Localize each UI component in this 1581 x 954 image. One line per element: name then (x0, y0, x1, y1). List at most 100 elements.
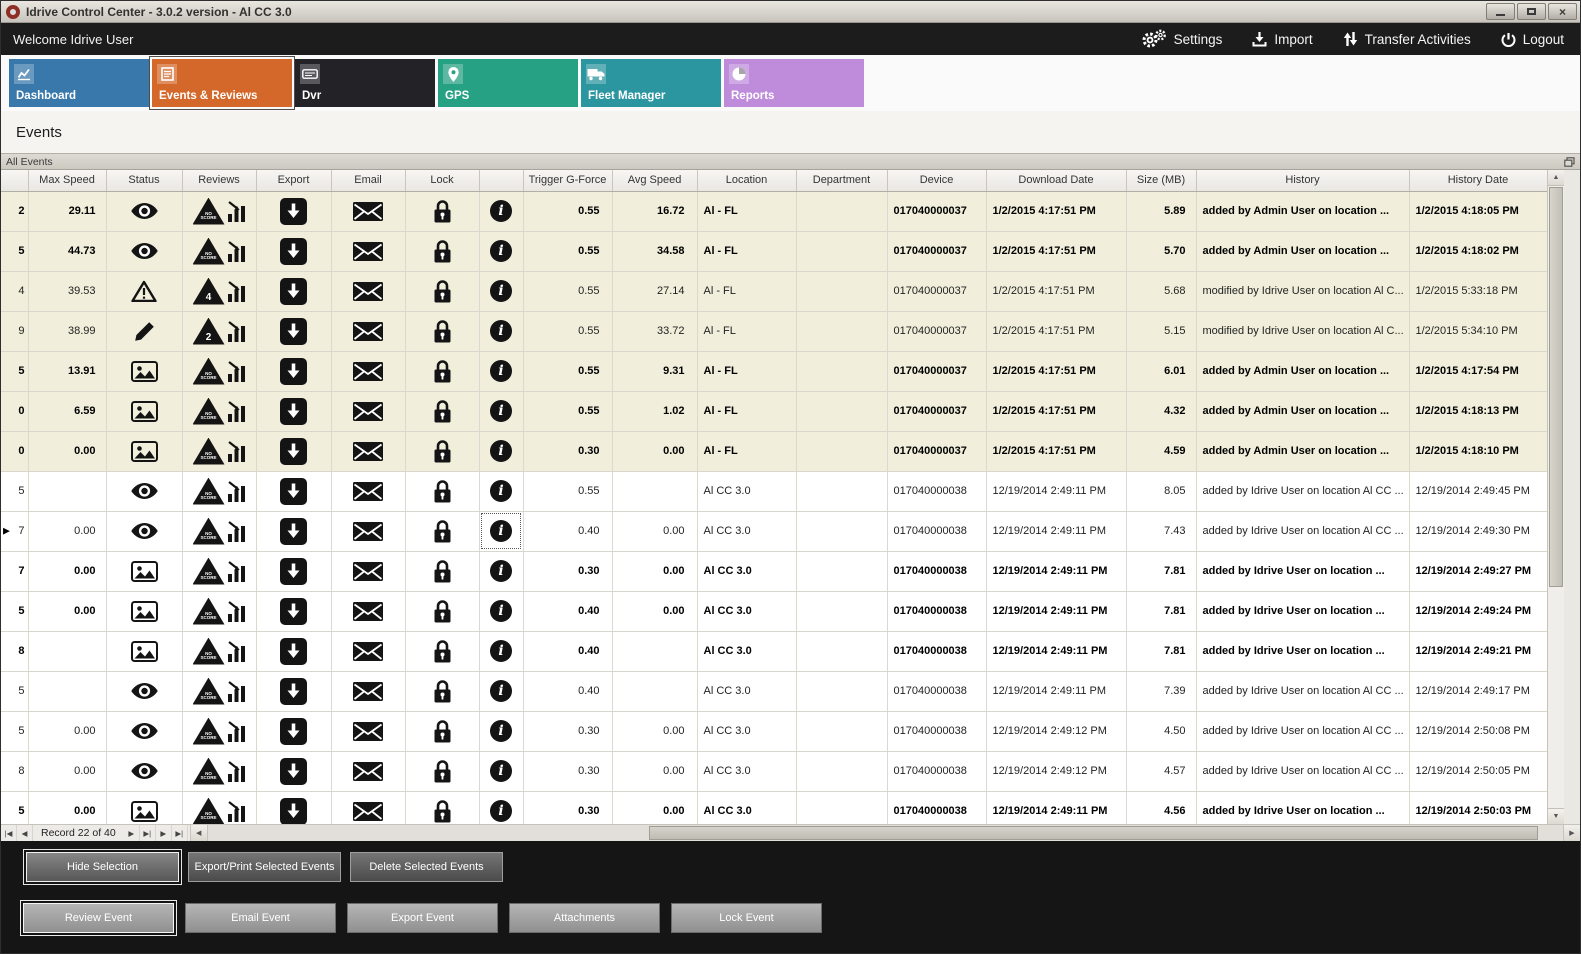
lock-cell[interactable] (405, 671, 480, 712)
last-page-button[interactable]: ▶| (172, 825, 188, 841)
tab-gps[interactable]: GPS (438, 59, 578, 107)
export-cell[interactable] (256, 551, 332, 592)
reviews-cell[interactable]: NO SCORE (182, 191, 257, 232)
column-header-reviews[interactable]: Reviews (182, 170, 257, 192)
export-print-selected-events-button[interactable]: Export/Print Selected Events (188, 852, 341, 882)
reviews-cell[interactable]: NO SCORE (182, 471, 257, 512)
status-cell[interactable] (106, 671, 183, 712)
column-header-lock[interactable]: Lock (405, 170, 480, 192)
column-header-department[interactable]: Department (796, 170, 888, 192)
reviews-cell[interactable]: NO SCORE (182, 631, 257, 672)
email-cell[interactable] (331, 471, 406, 512)
status-cell[interactable] (106, 791, 183, 824)
info-cell[interactable] (479, 671, 524, 712)
email-cell[interactable] (331, 271, 406, 312)
export-cell[interactable] (256, 231, 332, 272)
email-cell[interactable] (331, 671, 406, 712)
scroll-left-icon[interactable]: ◀ (190, 825, 208, 841)
prev-record-button[interactable]: ◀ (17, 825, 33, 841)
lock-cell[interactable] (405, 471, 480, 512)
export-event-button[interactable]: Export Event (347, 903, 498, 933)
reviews-cell[interactable]: NO SCORE (182, 431, 257, 472)
vertical-scrollbar[interactable]: ▲ ▼ (1547, 170, 1564, 824)
tab-dashboard[interactable]: Dashboard (9, 59, 149, 107)
attachments-button[interactable]: Attachments (509, 903, 660, 933)
info-cell[interactable] (479, 751, 524, 792)
reviews-cell[interactable]: NO SCORE (182, 511, 257, 552)
menu-import[interactable]: Import (1252, 31, 1313, 47)
hide-selection-button[interactable]: Hide Selection (23, 849, 182, 885)
close-button[interactable]: × (1548, 3, 1577, 20)
reviews-cell[interactable]: NO SCORE (182, 231, 257, 272)
export-cell[interactable] (256, 671, 332, 712)
export-cell[interactable] (256, 631, 332, 672)
export-cell[interactable] (256, 271, 332, 312)
export-cell[interactable] (256, 191, 332, 232)
lock-cell[interactable] (405, 711, 480, 752)
email-cell[interactable] (331, 631, 406, 672)
column-header-device[interactable]: Device (887, 170, 987, 192)
column-header-size-mb[interactable]: Size (MB) (1126, 170, 1197, 192)
lock-cell[interactable] (405, 311, 480, 352)
status-cell[interactable] (106, 311, 183, 352)
lock-event-button[interactable]: Lock Event (671, 903, 822, 933)
lock-cell[interactable] (405, 431, 480, 472)
lock-cell[interactable] (405, 791, 480, 824)
reviews-cell[interactable]: 4 (182, 271, 257, 312)
export-cell[interactable] (256, 511, 332, 552)
scroll-down-icon[interactable]: ▼ (1548, 808, 1564, 824)
info-cell[interactable] (479, 551, 524, 592)
export-cell[interactable] (256, 591, 332, 632)
column-header-status[interactable]: Status (106, 170, 183, 192)
export-cell[interactable] (256, 471, 332, 512)
menu-logout[interactable]: Logout (1501, 32, 1564, 47)
email-cell[interactable] (331, 311, 406, 352)
column-header-info[interactable] (479, 170, 524, 192)
tab-events-reviews[interactable]: Events & Reviews (152, 59, 292, 107)
email-cell[interactable] (331, 431, 406, 472)
column-header-location[interactable]: Location (697, 170, 797, 192)
status-cell[interactable] (106, 391, 183, 432)
email-cell[interactable] (331, 191, 406, 232)
tab-reports[interactable]: Reports (724, 59, 864, 107)
status-cell[interactable] (106, 191, 183, 232)
horizontal-scroll-thumb[interactable] (649, 826, 1539, 840)
next-page-button[interactable]: ▶ (156, 825, 172, 841)
email-cell[interactable] (331, 231, 406, 272)
email-cell[interactable] (331, 751, 406, 792)
status-cell[interactable] (106, 351, 183, 392)
info-cell[interactable] (479, 631, 524, 672)
export-cell[interactable] (256, 711, 332, 752)
status-cell[interactable] (106, 431, 183, 472)
horizontal-scrollbar[interactable]: ◀ ▶ (189, 825, 1580, 841)
lock-cell[interactable] (405, 631, 480, 672)
column-header-history[interactable]: History (1196, 170, 1410, 192)
column-header-history-date[interactable]: History Date (1409, 170, 1548, 192)
status-cell[interactable] (106, 591, 183, 632)
email-cell[interactable] (331, 711, 406, 752)
info-cell[interactable] (479, 311, 524, 352)
info-cell[interactable] (479, 191, 524, 232)
vertical-scroll-thumb[interactable] (1549, 187, 1563, 587)
reviews-cell[interactable]: NO SCORE (182, 751, 257, 792)
column-header-email[interactable]: Email (331, 170, 406, 192)
column-header-download-date[interactable]: Download Date (986, 170, 1127, 192)
column-header-avg-speed[interactable]: Avg Speed (612, 170, 698, 192)
email-cell[interactable] (331, 791, 406, 824)
status-cell[interactable] (106, 711, 183, 752)
minimize-button[interactable] (1486, 3, 1515, 20)
export-cell[interactable] (256, 751, 332, 792)
delete-selected-events-button[interactable]: Delete Selected Events (350, 852, 503, 882)
status-cell[interactable] (106, 471, 183, 512)
reviews-cell[interactable]: NO SCORE (182, 391, 257, 432)
email-cell[interactable] (331, 391, 406, 432)
lock-cell[interactable] (405, 391, 480, 432)
reviews-cell[interactable]: NO SCORE (182, 591, 257, 632)
